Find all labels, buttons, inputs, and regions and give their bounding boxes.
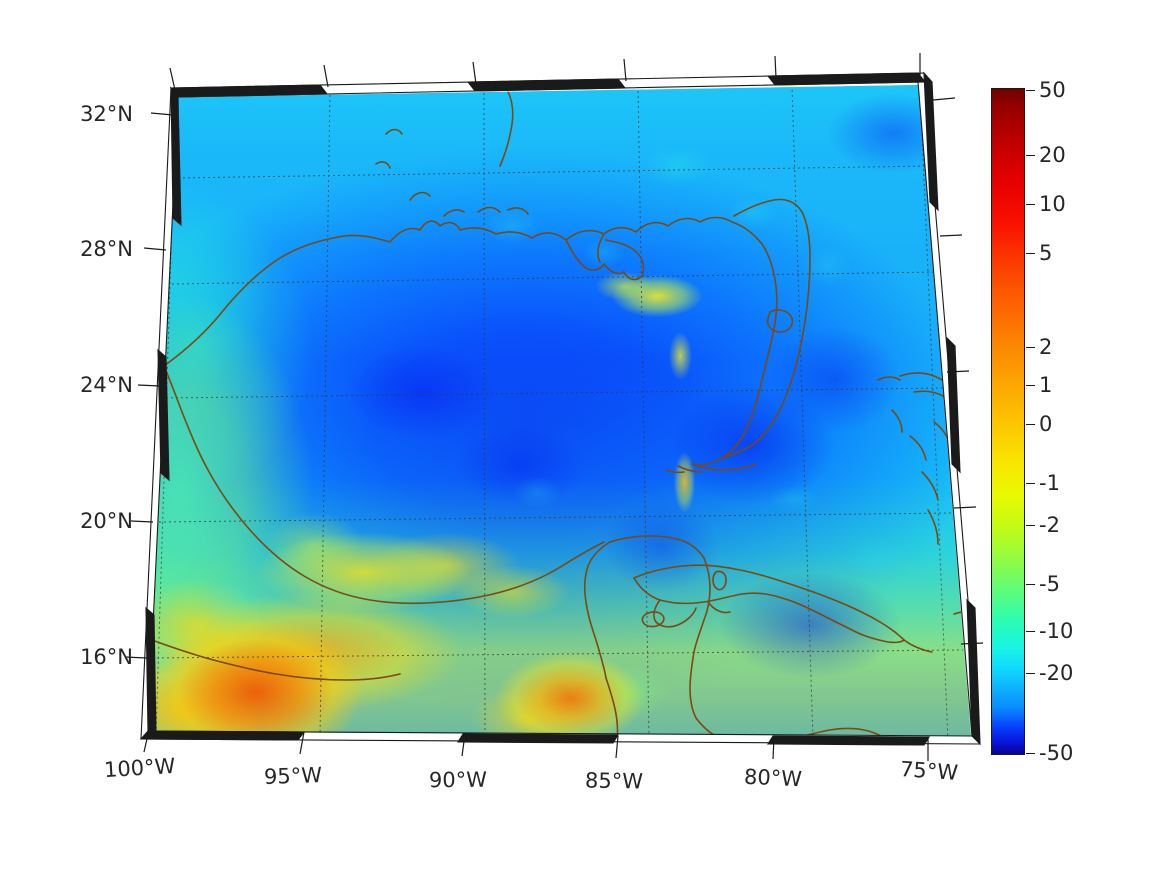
map-axes[interactable]: 32°N 28°N 24°N 20°N 16°N 100°W 95°W 90°W… [80, 53, 984, 794]
lat-label-20n: 20°N [80, 509, 133, 533]
colorbar-tick-0 [1026, 424, 1035, 425]
colorbar-tick-neg1 [1026, 483, 1035, 484]
colorbar-tick-neg2 [1026, 525, 1035, 526]
field-west-florida-shelf [148, 84, 972, 736]
colorbar-label-1: 1 [1039, 373, 1053, 397]
colorbar-label-neg1: -1 [1039, 471, 1060, 495]
lon-label-100w: 100°W [103, 753, 177, 783]
graticule [151, 84, 964, 736]
lon-label-80w: 80°W [743, 764, 803, 792]
coastlines [151, 87, 972, 736]
colorbar-tick-20 [1026, 155, 1035, 156]
colorbar-tick-neg20 [1026, 673, 1035, 674]
map-frame [124, 53, 984, 761]
colorbar-label-neg20: -20 [1039, 661, 1074, 685]
colorbar-label-5: 5 [1039, 241, 1053, 265]
colorbar-tick-50 [1026, 90, 1035, 91]
field-eddies [148, 84, 972, 736]
colorbar-label-neg5: -5 [1039, 572, 1060, 596]
lat-label-28n: 28°N [80, 237, 133, 261]
lat-label-24n: 24°N [80, 373, 133, 397]
colorbar-label-10: 10 [1039, 192, 1066, 216]
colorbar[interactable]: 50 20 10 5 2 1 0 -1 -2 -5 -10 -20 -50 [991, 78, 1073, 765]
map-data-region [148, 84, 972, 736]
colorbar-tick-2 [1026, 347, 1035, 348]
lat-label-32n: 32°N [80, 102, 133, 126]
lon-label-75w: 75°W [899, 757, 959, 785]
colorbar-label-neg2: -2 [1039, 513, 1060, 537]
colorbar-tick-1 [1026, 385, 1035, 386]
colorbar-gradient [991, 88, 1025, 755]
colorbar-tick-neg50 [1026, 753, 1035, 754]
colorbar-tick-10 [1026, 204, 1035, 205]
lon-label-85w: 85°W [584, 768, 644, 794]
lat-label-16n: 16°N [80, 645, 133, 669]
colorbar-tick-neg10 [1026, 631, 1035, 632]
colorbar-label-neg50: -50 [1039, 741, 1074, 765]
colorbar-label-2: 2 [1039, 335, 1053, 359]
colorbar-label-neg10: -10 [1039, 619, 1074, 643]
lon-label-95w: 95°W [263, 762, 323, 790]
lon-label-90w: 90°W [428, 767, 488, 793]
colorbar-tick-neg5 [1026, 584, 1035, 585]
colorbar-label-20: 20 [1039, 143, 1066, 167]
colorbar-tick-5 [1026, 253, 1035, 254]
colorbar-label-50: 50 [1039, 78, 1066, 102]
colorbar-label-0: 0 [1039, 412, 1053, 436]
